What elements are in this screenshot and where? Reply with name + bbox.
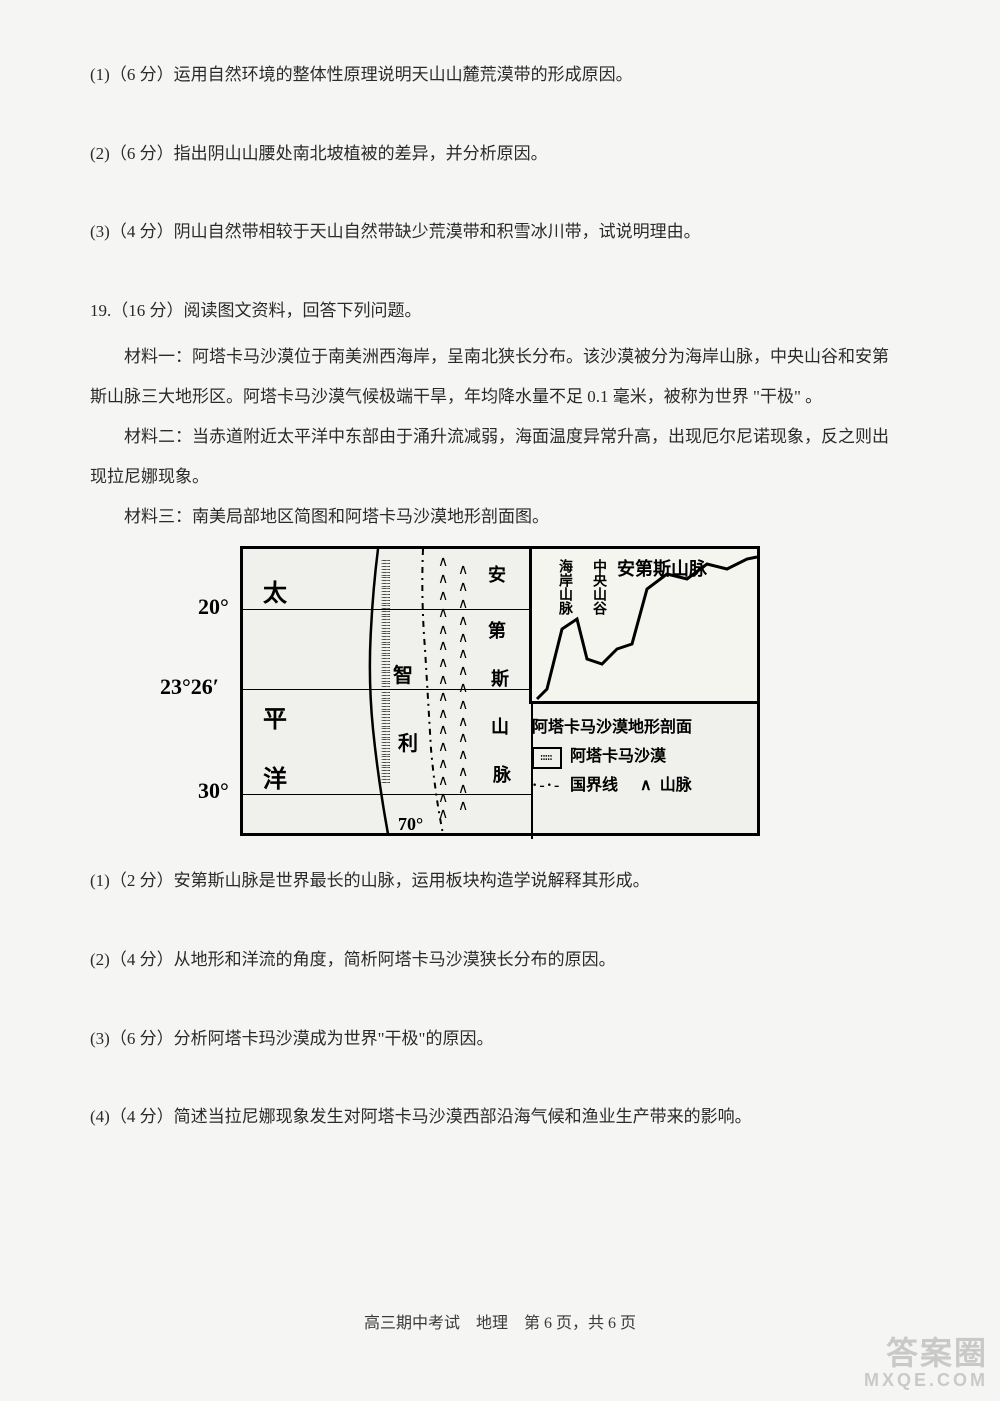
legend-desert-row: ::::: 阿塔卡马沙漠: [532, 743, 747, 772]
q19-material1b: 斯山脉三大地形区。阿塔卡马沙漠气候极端干旱，年均降水量不足 0.1 毫米，被称为…: [90, 380, 910, 414]
mt-an: 安: [488, 561, 506, 587]
profile-coast-label: 海岸山脉: [554, 559, 574, 615]
mt-di: 第: [488, 617, 506, 643]
legend: 阿塔卡马沙漠地形剖面 ::::: 阿塔卡马沙漠 ·-·- 国界线 ∧ 山脉: [532, 714, 747, 800]
q18-part2: (2)（6 分）指出阴山山腰处南北坡植被的差异，并分析原因。: [90, 139, 910, 170]
q18-part3: (3)（4 分）阴山自然带相较于天山自然带缺少荒漠带和积雪冰川带，试说明理由。: [90, 217, 910, 248]
country-li: 利: [398, 727, 418, 756]
q19-part1: (1)（2 分）安第斯山脉是世界最长的山脉，运用板块构造学说解释其形成。: [90, 866, 910, 897]
q19-header: 19.（16 分）阅读图文资料，回答下列问题。: [90, 296, 910, 327]
legend-desert-text: 阿塔卡马沙漠: [570, 743, 666, 772]
q19-part2: (2)（4 分）从地形和洋流的角度，简析阿塔卡马沙漠狭长分布的原因。: [90, 945, 910, 976]
q19-part4: (4)（4 分）简述当拉尼娜现象发生对阿塔卡马沙漠西部沿海气候和渔业生产带来的影…: [90, 1102, 910, 1133]
mt-si: 斯: [491, 665, 509, 691]
q19-material3: 材料三：南美局部地区简图和阿塔卡马沙漠地形剖面图。: [90, 500, 910, 534]
q18-part1: (1)（6 分）运用自然环境的整体性原理说明天山山麓荒漠带的形成原因。: [90, 60, 910, 91]
figure-box: 太 平 洋 ::::::::::::::::::::::::::::::::::…: [240, 546, 760, 836]
legend-mtn-text: 山脉: [660, 772, 692, 801]
lon-70: 70°: [398, 814, 423, 835]
q19-material1a: 材料一：阿塔卡马沙漠位于南美洲西海岸，呈南北狭长分布。该沙漠被分为海岸山脉，中央…: [90, 340, 910, 374]
q19-part3: (3)（6 分）分析阿塔卡玛沙漠成为世界"干极"的原因。: [90, 1024, 910, 1055]
watermark-line2: MXQE.COM: [864, 1371, 988, 1391]
q19-material2a: 材料二：当赤道附近太平洋中东部由于涌升流减弱，海面温度异常升高，出现厄尔尼诺现象…: [90, 420, 910, 454]
legend-mtn-symbol: ∧: [640, 772, 652, 801]
lat-2326: 23°26′: [160, 674, 219, 700]
country-zhi: 智: [393, 659, 413, 688]
profile-panel: 海岸山脉 中央山谷 安第斯山脉: [529, 549, 757, 704]
legend-title: 阿塔卡马沙漠地形剖面: [532, 714, 747, 743]
mt-shan: 山: [491, 713, 509, 739]
mountain-col2: ∧∧∧∧∧∧∧∧∧∧∧∧∧∧∧: [458, 563, 468, 815]
desert-pattern: ::::::::::::::::::::::::::::::::::::::::…: [381, 559, 413, 819]
watermark-line1: 答案圈: [864, 1336, 988, 1371]
lat-20: 20°: [198, 594, 229, 620]
figure-container: 20° 23°26′ 30° 太 平 洋 :::::::::::::::::::…: [240, 546, 760, 836]
legend-border-symbol: ·-·-: [532, 772, 562, 801]
lat-30: 30°: [198, 778, 229, 804]
mountain-col1: ∧∧∧∧∧∧∧∧∧∧∧∧∧∧∧∧: [438, 555, 448, 824]
legend-border-text: 国界线: [570, 772, 618, 801]
watermark: 答案圈 MXQE.COM: [864, 1336, 988, 1391]
q19-material2b: 现拉尼娜现象。: [90, 460, 910, 494]
profile-valley-label: 中央山谷: [588, 559, 608, 615]
map-panel: 太 平 洋 ::::::::::::::::::::::::::::::::::…: [243, 549, 533, 839]
legend-border-row: ·-·- 国界线 ∧ 山脉: [532, 772, 747, 801]
legend-desert-symbol: :::::: [532, 747, 562, 769]
page-footer: 高三期中考试 地理 第 6 页，共 6 页: [0, 1309, 1000, 1333]
profile-andes-label: 安第斯山脉: [617, 555, 707, 581]
mt-mai: 脉: [493, 761, 511, 787]
